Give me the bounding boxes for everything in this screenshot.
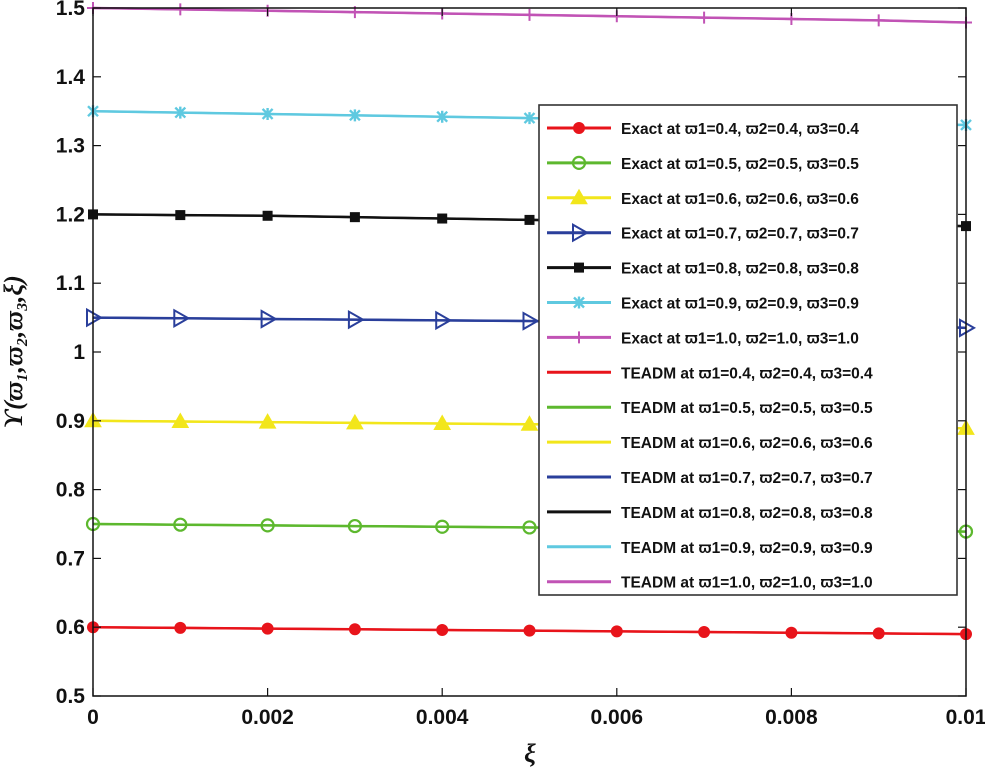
legend-entry: Exact at ϖ1=0.8, ϖ2=0.8, ϖ3=0.8: [547, 261, 859, 278]
legend-entry: TEADM at ϖ1=0.9, ϖ2=0.9, ϖ3=0.9: [547, 540, 873, 557]
data-point: [698, 11, 711, 24]
legend-label: TEADM at ϖ1=0.7, ϖ2=0.7, ϖ3=0.7: [621, 470, 873, 487]
x-tick-label: 0.008: [765, 706, 818, 729]
y-tick-label: 0.6: [56, 616, 85, 639]
x-tick-label: 0.01: [946, 706, 985, 729]
data-point: [260, 518, 275, 533]
data-point: [872, 627, 885, 640]
data-point: [520, 415, 539, 431]
x-tick-label: 0.004: [416, 706, 469, 729]
y-tick-label: 1: [73, 341, 85, 364]
tick-layer: 0 0.002 0.004 0.006 0.008 0.01 0.5 0.6 0.7 0.8 0.9…: [56, 0, 985, 729]
legend-entry: Exact at ϖ1=0.9, ϖ2=0.9, ϖ3=0.9: [547, 296, 859, 313]
data-point: [698, 626, 711, 639]
legend-label: TEADM at ϖ1=0.6, ϖ2=0.6, ϖ3=0.6: [621, 435, 873, 452]
y-tick-label: 0.9: [56, 410, 85, 433]
legend-entry: Exact at ϖ1=0.5, ϖ2=0.5, ϖ3=0.5: [547, 155, 859, 173]
legend-swatch-marker: [573, 122, 585, 134]
data-point: [349, 212, 360, 223]
data-point: [523, 8, 536, 21]
y-tick-label: 0.7: [56, 547, 85, 570]
legend-swatch-marker: [571, 155, 587, 170]
data-point: [174, 106, 187, 119]
legend-entry: Exact at ϖ1=0.4, ϖ2=0.4, ϖ3=0.4: [547, 121, 859, 138]
legend-swatch-marker: [572, 222, 590, 243]
legend-label: Exact at ϖ1=0.6, ϖ2=0.6, ϖ3=0.6: [621, 191, 859, 208]
legend: Exact at ϖ1=0.4, ϖ2=0.4, ϖ3=0.4 Exact at …: [538, 104, 958, 596]
data-point: [959, 318, 977, 338]
data-point: [435, 519, 450, 534]
data-point: [173, 308, 191, 329]
y-tick-label: 0.5: [56, 685, 86, 708]
y-tick-label: 1.4: [56, 66, 86, 89]
x-axis-label: ξ: [524, 739, 536, 768]
y-tick-label: 1.2: [56, 203, 85, 226]
y-tick-label: 1.3: [56, 135, 85, 158]
data-point: [260, 309, 278, 329]
data-point: [433, 414, 452, 431]
legend-label: Exact at ϖ1=1.0, ϖ2=1.0, ϖ3=1.0: [621, 330, 859, 347]
legend-label: Exact at ϖ1=0.4, ϖ2=0.4, ϖ3=0.4: [621, 121, 859, 138]
x-tick-label: 0.002: [241, 706, 294, 729]
data-point: [174, 621, 187, 634]
legend-entry: Exact at ϖ1=0.7, ϖ2=0.7, ϖ3=0.7: [547, 222, 859, 243]
data-point: [348, 623, 361, 636]
data-point: [173, 517, 188, 532]
legend-label: Exact at ϖ1=0.8, ϖ2=0.8, ϖ3=0.8: [621, 261, 859, 278]
legend-entry: TEADM at ϖ1=0.6, ϖ2=0.6, ϖ3=0.6: [547, 435, 873, 452]
legend-entry: TEADM at ϖ1=0.7, ϖ2=0.7, ϖ3=0.7: [547, 470, 873, 487]
data-point: [522, 311, 540, 331]
y-tick-label: 1.1: [56, 272, 86, 295]
data-point: [261, 107, 274, 120]
data-point: [523, 112, 536, 125]
data-point: [610, 625, 623, 638]
data-point: [436, 623, 449, 636]
data-point: [785, 626, 798, 639]
y-axis-label: ϒ(ϖ₁,ϖ₂,ϖ₃,ξ): [0, 275, 28, 429]
data-point: [435, 310, 453, 331]
legend-entry: TEADM at ϖ1=1.0, ϖ2=1.0, ϖ3=1.0: [547, 575, 873, 592]
series-1: [87, 621, 972, 641]
data-point: [258, 413, 277, 429]
data-point: [436, 110, 449, 123]
y-tick-label: 0.8: [56, 479, 86, 502]
legend-entry: Exact at ϖ1=1.0, ϖ2=1.0, ϖ3=1.0: [547, 330, 859, 347]
data-point: [261, 622, 274, 635]
legend-swatch-marker: [573, 296, 585, 309]
data-point: [522, 520, 537, 535]
legend-label: TEADM at ϖ1=0.5, ϖ2=0.5, ϖ3=0.5: [621, 400, 873, 417]
legend-entry: Exact at ϖ1=0.6, ϖ2=0.6, ϖ3=0.6: [547, 188, 859, 208]
legend-label: TEADM at ϖ1=0.4, ϖ2=0.4, ϖ3=0.4: [621, 365, 873, 382]
data-point: [437, 213, 448, 224]
legend-entry: TEADM at ϖ1=0.8, ϖ2=0.8, ϖ3=0.8: [547, 505, 873, 522]
legend-label: TEADM at ϖ1=0.8, ϖ2=0.8, ϖ3=0.8: [621, 505, 873, 522]
data-point: [347, 309, 365, 330]
legend-label: TEADM at ϖ1=1.0, ϖ2=1.0, ϖ3=1.0: [621, 575, 873, 592]
data-point: [262, 210, 273, 221]
legend-label: TEADM at ϖ1=0.9, ϖ2=0.9, ϖ3=0.9: [621, 540, 873, 557]
legend-label: Exact at ϖ1=0.7, ϖ2=0.7, ϖ3=0.7: [621, 226, 859, 243]
data-point: [524, 214, 535, 225]
x-tick-label: 0: [87, 706, 99, 729]
data-point: [346, 413, 364, 430]
x-tick-label: 0.006: [591, 706, 644, 729]
legend-swatch-marker: [570, 188, 588, 205]
series-7: [87, 2, 972, 29]
data-point: [523, 624, 536, 637]
legend-swatch-marker: [573, 331, 585, 344]
data-point: [171, 412, 190, 428]
data-point: [175, 210, 186, 221]
legend-entry: TEADM at ϖ1=0.5, ϖ2=0.5, ϖ3=0.5: [547, 400, 873, 417]
data-point: [174, 3, 187, 16]
legend-swatch-marker: [574, 262, 584, 273]
legend-label: Exact at ϖ1=0.9, ϖ2=0.9, ϖ3=0.9: [621, 296, 859, 313]
data-point: [349, 109, 361, 122]
data-point: [872, 14, 885, 27]
legend-label: Exact at ϖ1=0.5, ϖ2=0.5, ϖ3=0.5: [621, 156, 859, 173]
data-point: [347, 518, 362, 534]
data-point: [86, 307, 104, 328]
legend-entry: TEADM at ϖ1=0.4, ϖ2=0.4, ϖ3=0.4: [547, 365, 873, 382]
y-tick-label: 1.5: [56, 0, 86, 20]
